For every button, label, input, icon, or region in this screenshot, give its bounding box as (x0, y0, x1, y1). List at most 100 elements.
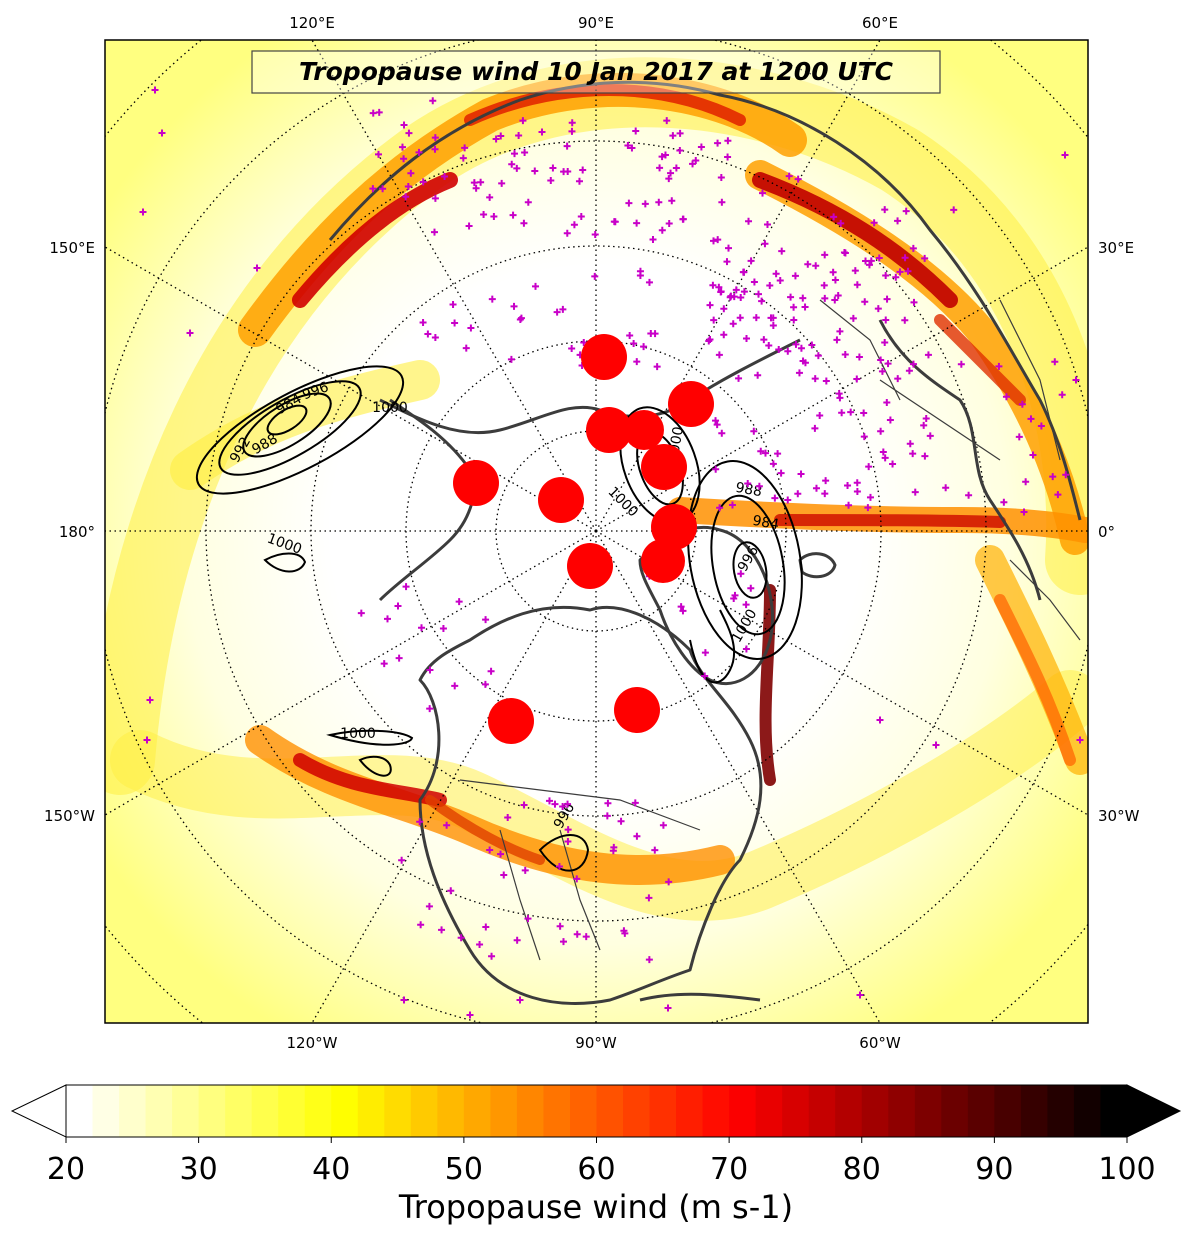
feature-circle (453, 460, 499, 506)
colorbar-tick-label: 100 (1098, 1152, 1155, 1187)
border (559, 829, 601, 951)
station-marker (713, 421, 721, 429)
feature-circle (581, 334, 627, 380)
station-marker (560, 168, 568, 176)
station-marker (877, 356, 885, 364)
station-marker (701, 672, 709, 680)
map-frame (104, 39, 1089, 1024)
station-marker (921, 254, 929, 262)
station-marker (416, 818, 424, 826)
lon-label-left-2: 180° (59, 523, 95, 541)
station-marker (697, 143, 705, 151)
station-marker (860, 433, 868, 441)
station-marker (641, 200, 649, 208)
station-marker (486, 846, 494, 854)
colorbar-extend-high (1126, 1084, 1182, 1138)
colorbar-tick-label: 90 (975, 1152, 1013, 1187)
station-marker (661, 151, 669, 159)
station-marker (580, 338, 588, 346)
station-marker (822, 477, 830, 485)
station-marker (926, 432, 934, 440)
station-marker (374, 150, 382, 158)
station-marker (429, 97, 437, 105)
colorbar-segment (92, 1085, 120, 1137)
station-marker (735, 374, 743, 382)
contour-label: 988 (734, 480, 763, 500)
colorbar-segment (596, 1085, 624, 1137)
station-marker (901, 254, 909, 262)
station-marker (801, 303, 809, 311)
station-marker (830, 213, 838, 221)
coastline-north-america (418, 605, 763, 1005)
station-marker (398, 143, 406, 151)
station-marker (573, 930, 581, 938)
station-marker (706, 336, 714, 344)
station-marker (836, 394, 844, 402)
station-marker (633, 832, 641, 840)
station-marker (462, 344, 470, 352)
station-marker (1037, 422, 1045, 430)
station-marker (486, 193, 494, 201)
colorbar: 20 30 40 50 60 70 80 90 100 Tropopause wind (m s… (10, 1084, 1182, 1226)
station-marker (758, 297, 766, 305)
station-marker (492, 135, 500, 143)
colorbar-tick-label: 70 (710, 1152, 748, 1187)
station-marker (498, 179, 506, 187)
station-marker (797, 470, 805, 478)
station-marker (729, 320, 737, 328)
station-marker (431, 194, 439, 202)
station-marker (459, 154, 467, 162)
station-marker (555, 863, 563, 871)
station-marker (720, 305, 728, 313)
station-marker (573, 875, 581, 883)
border (459, 779, 701, 831)
station-marker (564, 826, 572, 834)
station-marker (775, 345, 783, 353)
station-marker (706, 301, 714, 309)
station-marker (520, 801, 528, 809)
station-marker (398, 856, 406, 864)
station-marker (717, 174, 725, 182)
station-marker (874, 305, 882, 313)
station-marker (838, 409, 846, 417)
station-marker (747, 257, 755, 265)
station-marker (139, 208, 147, 216)
station-marker (380, 660, 388, 668)
station-marker (849, 314, 857, 322)
station-marker (405, 129, 413, 137)
station-marker (822, 377, 830, 385)
borders (459, 299, 1081, 961)
lon-label-right-1: 30°E (1098, 239, 1134, 257)
station-marker (1027, 415, 1035, 423)
station-marker (146, 696, 154, 704)
feature-circle (668, 381, 714, 427)
station-marker (482, 616, 490, 624)
colorbar-segment (835, 1085, 863, 1137)
station-marker (640, 343, 648, 351)
station-marker (881, 338, 889, 346)
map-title: Tropopause wind 10 Jan 2017 at 1200 UTC (299, 57, 894, 86)
station-marker (867, 257, 875, 265)
station-marker (667, 169, 675, 177)
station-marker (701, 649, 709, 657)
colorbar-segment (198, 1085, 226, 1137)
jet-max (293, 753, 447, 807)
station-marker (426, 666, 434, 674)
station-marker (579, 166, 587, 174)
station-marker (820, 281, 828, 289)
station-marker (679, 607, 687, 615)
station-marker (521, 149, 529, 157)
station-marker (720, 331, 728, 339)
station-marker (737, 293, 745, 301)
station-marker (547, 177, 555, 185)
station-marker (577, 213, 585, 221)
station-marker (430, 228, 438, 236)
station-marker (431, 134, 439, 142)
station-marker (515, 131, 523, 139)
feature-circle (586, 407, 632, 453)
station-marker (723, 258, 731, 266)
station-marker (736, 314, 744, 322)
station-marker (1015, 433, 1023, 441)
colorbar-segment (384, 1085, 412, 1137)
